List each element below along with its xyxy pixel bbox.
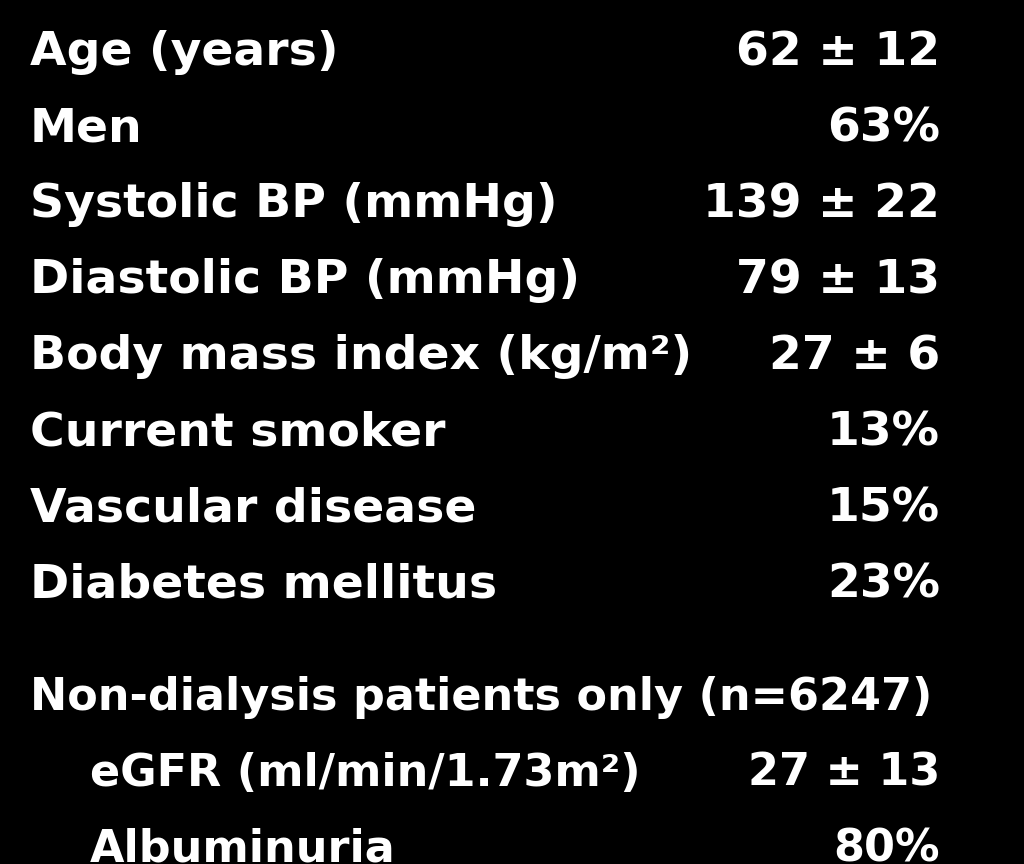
Text: 27 ± 6: 27 ± 6 [769,334,940,379]
Text: 80%: 80% [834,828,940,864]
Text: Men: Men [30,106,142,151]
Text: Diastolic BP (mmHg): Diastolic BP (mmHg) [30,258,580,303]
Text: 139 ± 22: 139 ± 22 [703,182,940,227]
Text: Current smoker: Current smoker [30,410,445,455]
Text: Age (years): Age (years) [30,30,339,75]
Text: Diabetes mellitus: Diabetes mellitus [30,562,497,607]
Text: 79 ± 13: 79 ± 13 [736,258,940,303]
Text: 23%: 23% [827,562,940,607]
Text: 15%: 15% [826,486,940,531]
Text: 62 ± 12: 62 ± 12 [736,30,940,75]
Text: Albuminuria: Albuminuria [90,828,395,864]
Text: eGFR (ml/min/1.73m²): eGFR (ml/min/1.73m²) [90,752,641,795]
Text: Non-dialysis patients only (n=6247): Non-dialysis patients only (n=6247) [30,676,933,719]
Text: Systolic BP (mmHg): Systolic BP (mmHg) [30,182,557,227]
Text: 63%: 63% [827,106,940,151]
Text: 13%: 13% [827,410,940,455]
Text: 27 ± 13: 27 ± 13 [748,752,940,795]
Text: Vascular disease: Vascular disease [30,486,476,531]
Text: Body mass index (kg/m²): Body mass index (kg/m²) [30,334,692,379]
